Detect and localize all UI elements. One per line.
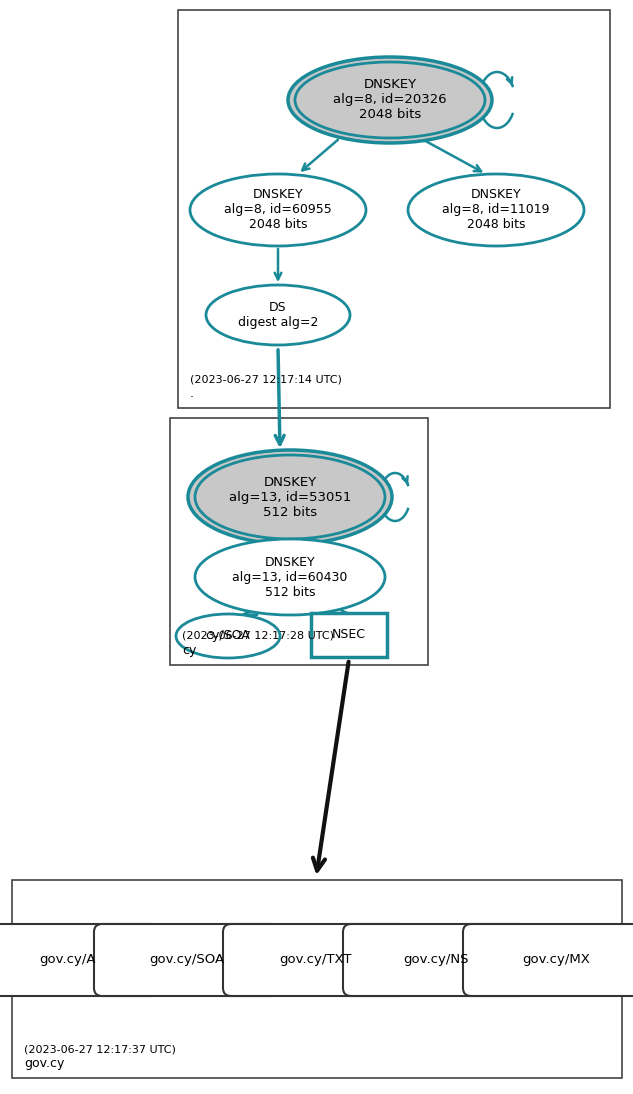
FancyBboxPatch shape [463,924,633,996]
Text: (2023-06-27 12:17:14 UTC): (2023-06-27 12:17:14 UTC) [190,374,342,384]
Text: gov.cy/SOA: gov.cy/SOA [149,954,225,966]
Text: DNSKEY
alg=8, id=60955
2048 bits: DNSKEY alg=8, id=60955 2048 bits [224,188,332,232]
Text: DNSKEY
alg=8, id=11019
2048 bits: DNSKEY alg=8, id=11019 2048 bits [442,188,549,232]
FancyBboxPatch shape [343,924,529,996]
Text: gov.cy/TXT: gov.cy/TXT [280,954,352,966]
Text: (2023-06-27 12:17:37 UTC): (2023-06-27 12:17:37 UTC) [24,1044,176,1054]
FancyBboxPatch shape [94,924,280,996]
FancyBboxPatch shape [0,924,160,996]
Text: DS
digest alg=2: DS digest alg=2 [238,301,318,329]
FancyArrowPatch shape [302,140,338,171]
Text: cy: cy [182,644,196,657]
Ellipse shape [288,57,492,143]
FancyBboxPatch shape [223,924,409,996]
FancyBboxPatch shape [311,613,387,657]
Ellipse shape [195,455,385,539]
Text: DNSKEY
alg=13, id=60430
512 bits: DNSKEY alg=13, id=60430 512 bits [232,556,348,598]
Text: (2023-06-27 12:17:28 UTC): (2023-06-27 12:17:28 UTC) [182,631,334,641]
Ellipse shape [295,62,485,138]
Text: gov.cy: gov.cy [24,1057,65,1070]
FancyArrowPatch shape [313,662,349,871]
FancyArrowPatch shape [275,350,284,444]
Ellipse shape [176,614,280,657]
Ellipse shape [195,539,385,615]
Bar [12,880,622,1078]
FancyArrowPatch shape [244,612,257,618]
Bar [178,10,610,408]
Text: DNSKEY
alg=8, id=20326
2048 bits: DNSKEY alg=8, id=20326 2048 bits [333,79,447,121]
Ellipse shape [188,450,392,544]
FancyArrowPatch shape [333,610,348,617]
Text: .: . [190,387,194,400]
Text: gov.cy/NS: gov.cy/NS [403,954,469,966]
Bar [170,418,428,665]
Text: NSEC: NSEC [332,628,366,641]
Ellipse shape [206,286,350,345]
FancyArrowPatch shape [422,139,481,172]
FancyArrowPatch shape [275,248,281,279]
Ellipse shape [190,174,366,246]
Text: cy/SOA: cy/SOA [206,629,251,642]
Text: DNSKEY
alg=13, id=53051
512 bits: DNSKEY alg=13, id=53051 512 bits [229,476,351,519]
Ellipse shape [408,174,584,246]
Text: gov.cy/A: gov.cy/A [39,954,95,966]
Text: gov.cy/MX: gov.cy/MX [522,954,590,966]
